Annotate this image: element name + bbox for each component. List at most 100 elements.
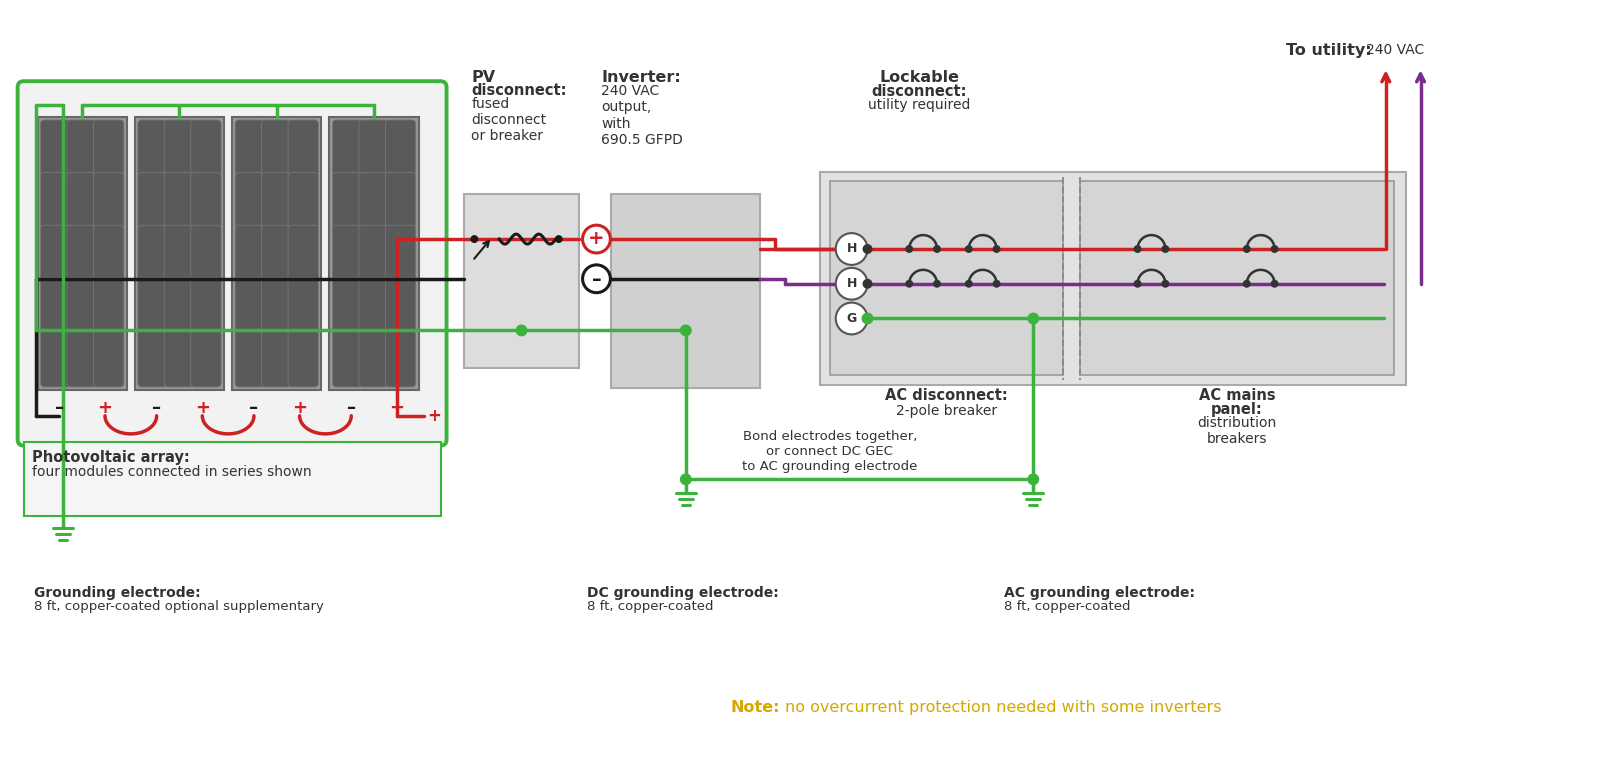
Text: Note:: Note: [731,700,781,715]
Circle shape [680,325,691,336]
FancyBboxPatch shape [333,226,363,282]
Text: 240 VAC: 240 VAC [1366,43,1424,57]
FancyBboxPatch shape [333,277,363,334]
Circle shape [992,280,1000,288]
FancyBboxPatch shape [138,226,168,282]
Text: AC disconnect:: AC disconnect: [885,388,1008,403]
FancyBboxPatch shape [138,120,168,177]
Circle shape [1243,245,1251,253]
FancyBboxPatch shape [67,277,98,334]
FancyBboxPatch shape [235,173,266,229]
Circle shape [965,280,973,288]
Text: –: – [54,399,64,417]
Text: disconnect:: disconnect: [472,83,566,98]
Text: H: H [846,243,858,256]
Text: –: – [250,399,259,417]
Text: 2-pole breaker: 2-pole breaker [896,404,997,418]
Text: –: – [592,270,602,289]
Text: +: + [427,407,442,425]
Circle shape [1162,245,1170,253]
FancyBboxPatch shape [288,226,318,282]
FancyBboxPatch shape [333,173,363,229]
Text: Bond electrodes together,
or connect DC GEC
to AC grounding electrode: Bond electrodes together, or connect DC … [742,429,917,473]
Text: +: + [195,399,210,417]
FancyBboxPatch shape [67,226,98,282]
Circle shape [835,302,867,334]
FancyBboxPatch shape [358,226,389,282]
Circle shape [1270,280,1278,288]
Text: 8 ft, copper-coated: 8 ft, copper-coated [1003,601,1130,614]
Circle shape [835,233,867,265]
FancyBboxPatch shape [138,173,168,229]
FancyBboxPatch shape [288,120,318,177]
Circle shape [835,268,867,300]
FancyBboxPatch shape [138,277,168,334]
Text: PV: PV [472,71,496,85]
Circle shape [470,235,478,243]
FancyBboxPatch shape [190,277,221,334]
Circle shape [1162,280,1170,288]
FancyBboxPatch shape [288,330,318,387]
FancyBboxPatch shape [386,226,416,282]
FancyBboxPatch shape [67,120,98,177]
FancyBboxPatch shape [386,330,416,387]
Text: disconnect:: disconnect: [872,84,966,99]
FancyBboxPatch shape [261,120,293,177]
FancyBboxPatch shape [165,226,195,282]
FancyBboxPatch shape [235,330,266,387]
FancyBboxPatch shape [333,330,363,387]
FancyBboxPatch shape [93,120,123,177]
Text: –: – [347,399,355,417]
Text: Lockable: Lockable [878,71,958,85]
FancyBboxPatch shape [93,173,123,229]
Circle shape [861,312,874,325]
Text: distribution
breakers: distribution breakers [1197,416,1277,446]
Circle shape [906,245,914,253]
FancyBboxPatch shape [40,226,70,282]
FancyBboxPatch shape [190,173,221,229]
Text: four modules connected in series shown: four modules connected in series shown [32,466,310,480]
Circle shape [992,245,1000,253]
Text: panel:: panel: [1211,402,1262,417]
FancyBboxPatch shape [67,330,98,387]
Text: no overcurrent protection needed with some inverters: no overcurrent protection needed with so… [786,700,1222,715]
FancyBboxPatch shape [93,330,123,387]
Bar [611,195,760,388]
Text: fused
disconnect
or breaker: fused disconnect or breaker [472,97,547,143]
Circle shape [582,226,610,253]
FancyBboxPatch shape [165,120,195,177]
FancyBboxPatch shape [358,120,389,177]
Circle shape [1270,245,1278,253]
FancyBboxPatch shape [93,226,123,282]
Circle shape [582,265,610,293]
FancyBboxPatch shape [235,277,266,334]
FancyBboxPatch shape [18,81,446,446]
Text: +: + [589,229,605,247]
Text: Photovoltaic array:: Photovoltaic array: [32,449,189,464]
FancyBboxPatch shape [261,277,293,334]
Circle shape [1133,280,1141,288]
FancyBboxPatch shape [40,277,70,334]
Circle shape [862,279,872,289]
Text: Inverter:: Inverter: [602,71,682,85]
FancyBboxPatch shape [93,277,123,334]
Circle shape [862,244,872,254]
Text: Grounding electrode:: Grounding electrode: [34,586,200,600]
FancyBboxPatch shape [358,277,389,334]
FancyBboxPatch shape [235,120,266,177]
Text: 8 ft, copper-coated optional supplementary: 8 ft, copper-coated optional supplementa… [34,601,323,614]
FancyBboxPatch shape [386,120,416,177]
FancyBboxPatch shape [333,120,363,177]
FancyBboxPatch shape [40,120,70,177]
Bar [1080,181,1394,375]
FancyBboxPatch shape [386,173,416,229]
Bar [37,117,126,390]
FancyBboxPatch shape [190,120,221,177]
FancyBboxPatch shape [165,330,195,387]
Text: G: G [846,312,856,325]
FancyBboxPatch shape [235,226,266,282]
FancyBboxPatch shape [261,226,293,282]
Circle shape [1243,280,1251,288]
FancyBboxPatch shape [165,173,195,229]
Bar [24,442,440,516]
